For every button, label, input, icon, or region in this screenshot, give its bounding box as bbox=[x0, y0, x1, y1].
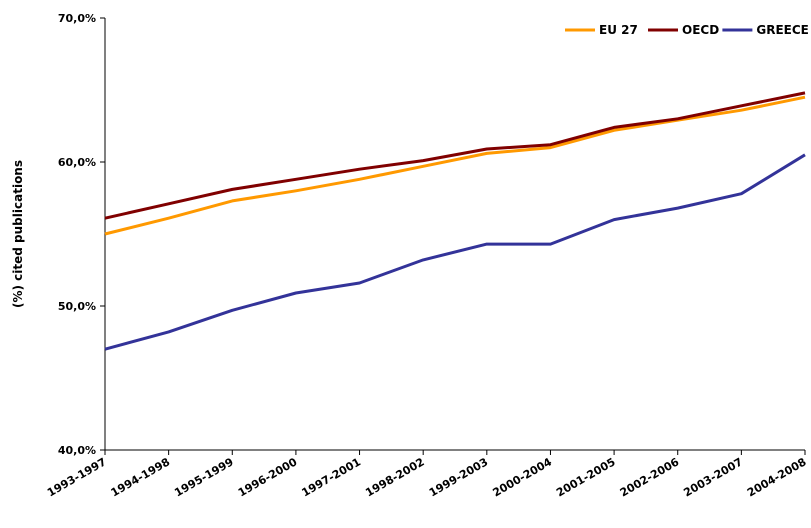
y-tick-label: 50,0% bbox=[58, 300, 96, 313]
x-tick-label: 1999-2003 bbox=[427, 455, 490, 499]
series-lines bbox=[104, 91, 806, 351]
x-tick-label: 1994-1998 bbox=[109, 455, 172, 499]
x-tick-label: 1998-2002 bbox=[363, 455, 426, 499]
legend: EU 27 OECD GREECE bbox=[565, 23, 809, 37]
y-tick-label: 70,0% bbox=[58, 12, 96, 25]
x-tick-label: 2004-2008 bbox=[745, 455, 808, 499]
x-tick-label: 2003-2007 bbox=[681, 455, 744, 499]
x-tick-label: 2000-2004 bbox=[490, 455, 554, 499]
series-line-eu-27 bbox=[104, 95, 806, 236]
legend-label: GREECE bbox=[756, 23, 809, 37]
axes bbox=[104, 18, 805, 451]
series-line-greece bbox=[104, 153, 806, 351]
x-tick-label: 1995-1999 bbox=[172, 455, 235, 499]
x-tick-label: 1993-1997 bbox=[45, 455, 108, 499]
legend-label: EU 27 bbox=[599, 23, 638, 37]
y-tick-label: 60,0% bbox=[58, 156, 96, 169]
series-line-oecd bbox=[104, 91, 806, 220]
x-tick-label: 1997-2001 bbox=[300, 455, 363, 499]
x-axis-ticks: 1993-1997 1994-1998 1995-1999 1996-2000 1997… bbox=[45, 450, 809, 499]
y-tick-label: 40,0% bbox=[58, 444, 96, 457]
x-tick-label: 1996-2000 bbox=[236, 455, 300, 499]
x-tick-label: 2001-2005 bbox=[554, 455, 617, 499]
y-axis-ticks: 40,0% 50,0% 60,0% 70,0% bbox=[58, 12, 105, 457]
x-tick-label: 2002-2006 bbox=[618, 455, 682, 499]
legend-label: OECD bbox=[682, 23, 719, 37]
y-axis-title: (%) cited publications bbox=[11, 160, 25, 308]
